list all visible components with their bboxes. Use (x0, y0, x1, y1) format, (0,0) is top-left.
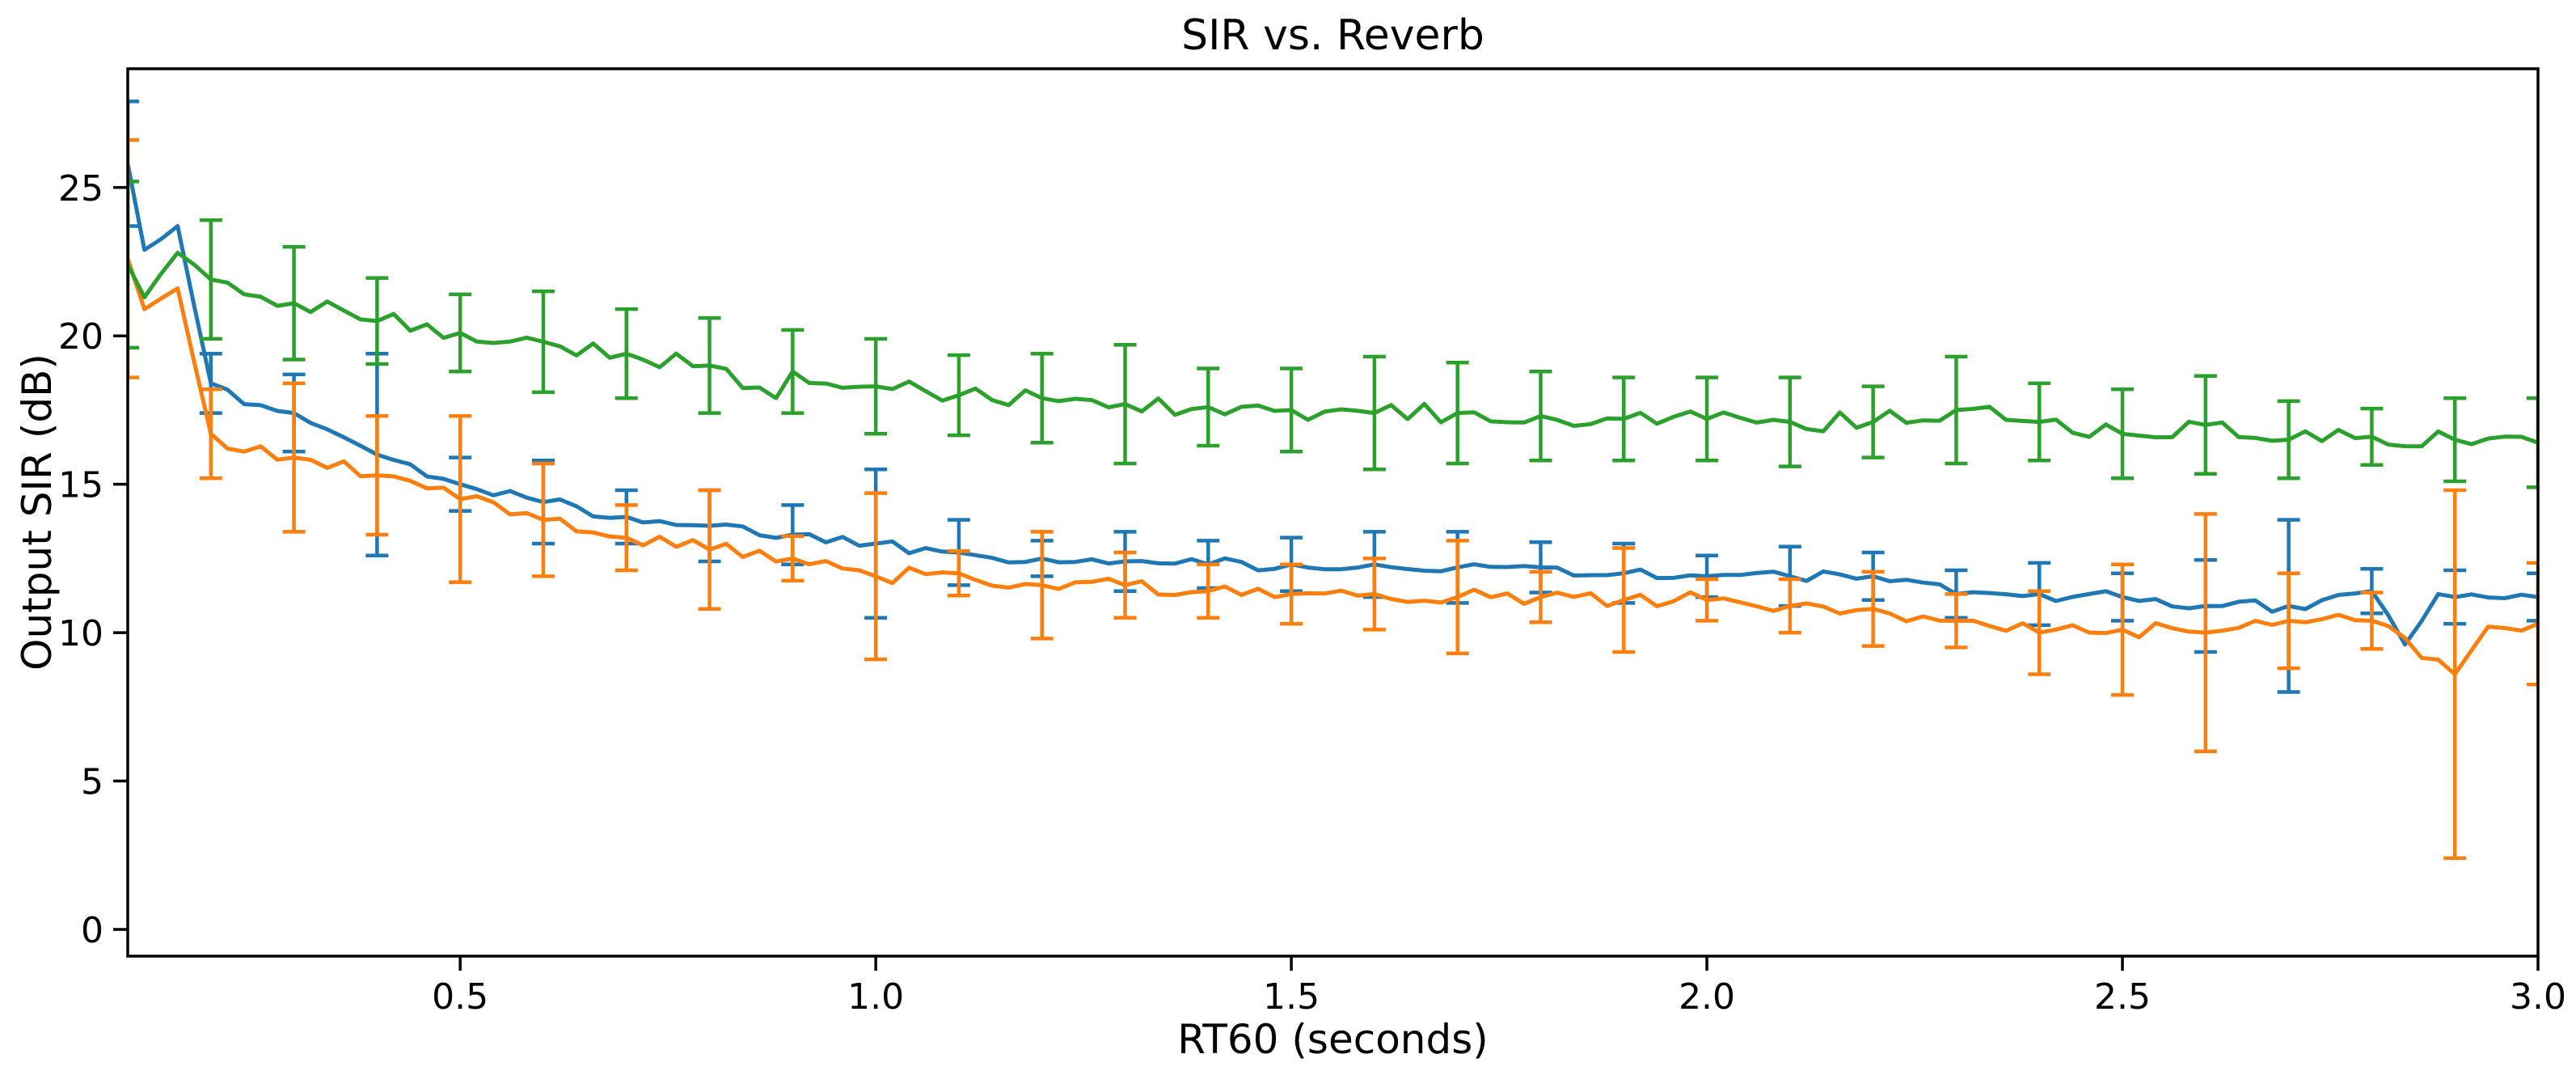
errorbar-series-orange (128, 138, 139, 379)
y-tick-label: 25 (58, 168, 103, 210)
errorbar-series-green (2527, 396, 2538, 489)
y-tick-label: 20 (58, 316, 103, 358)
series-line-series-blue (128, 163, 2538, 647)
chart-title: SIR vs. Reverb (1181, 11, 1484, 60)
errorbar-series-blue (2527, 571, 2538, 623)
errorbar-group-series-blue (128, 99, 2538, 694)
series-line-series-orange (128, 258, 2538, 676)
errorbar-series-blue (128, 99, 139, 228)
y-axis-label: Output SIR (dB) (14, 353, 61, 671)
y-tick-label: 5 (81, 762, 103, 803)
x-tick-label: 2.5 (2094, 976, 2151, 1018)
y-tick-label: 10 (58, 613, 103, 654)
x-tick-label: 2.0 (1679, 976, 1735, 1018)
x-tick-label: 1.0 (847, 976, 904, 1018)
axes-spines (126, 67, 2540, 958)
x-tick-label: 3.0 (2510, 976, 2566, 1018)
errorbar-series-orange (2527, 561, 2538, 687)
x-tick-label: 0.5 (432, 976, 488, 1018)
errorbar-series-green (128, 180, 139, 350)
x-axis-label: RT60 (seconds) (1177, 1016, 1489, 1063)
y-tick-label: 15 (58, 465, 103, 506)
x-tick-label: 1.5 (1263, 976, 1320, 1018)
series-line-series-green (128, 251, 2538, 449)
y-tick-label: 0 (81, 910, 103, 951)
errorbar-group-series-green (128, 180, 2538, 489)
